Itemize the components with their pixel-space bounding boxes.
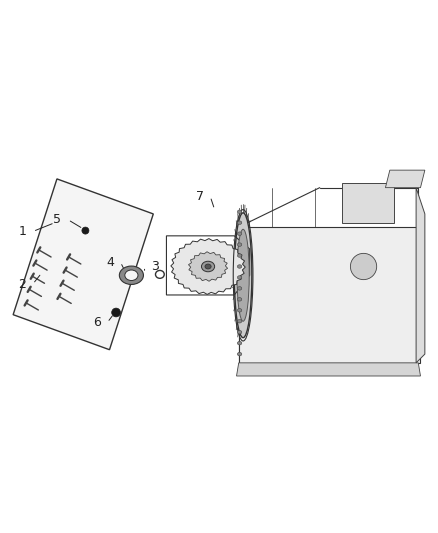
Text: 7: 7 (196, 190, 204, 203)
Ellipse shape (237, 229, 249, 321)
Bar (342, 183, 394, 223)
Text: 1: 1 (18, 225, 26, 238)
Text: 3: 3 (151, 260, 159, 273)
Ellipse shape (201, 261, 215, 272)
Ellipse shape (125, 270, 138, 280)
Circle shape (82, 227, 89, 234)
Ellipse shape (237, 210, 242, 214)
Ellipse shape (205, 264, 211, 269)
Polygon shape (13, 179, 153, 350)
Text: 5: 5 (53, 213, 61, 226)
Polygon shape (171, 239, 245, 294)
Ellipse shape (237, 254, 242, 257)
Ellipse shape (237, 232, 242, 236)
Circle shape (112, 308, 120, 317)
Ellipse shape (237, 243, 242, 246)
Text: 6: 6 (93, 316, 101, 329)
Ellipse shape (234, 213, 252, 338)
Polygon shape (385, 170, 425, 188)
Ellipse shape (119, 266, 143, 285)
Ellipse shape (237, 276, 242, 279)
Ellipse shape (237, 319, 242, 323)
Polygon shape (416, 188, 425, 363)
Bar (239, 227, 420, 363)
Ellipse shape (237, 297, 242, 301)
Ellipse shape (237, 342, 242, 345)
Ellipse shape (237, 309, 242, 312)
Text: 2: 2 (18, 278, 26, 290)
Ellipse shape (237, 221, 242, 224)
Polygon shape (237, 363, 420, 376)
Ellipse shape (237, 352, 242, 356)
Polygon shape (188, 252, 228, 281)
Ellipse shape (237, 287, 242, 290)
Ellipse shape (350, 253, 377, 280)
Text: 4: 4 (106, 256, 114, 269)
Ellipse shape (237, 265, 242, 268)
Ellipse shape (237, 330, 242, 334)
